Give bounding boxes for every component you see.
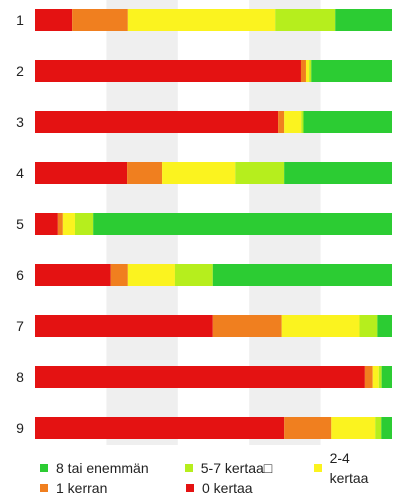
category-label: 4 [16,165,24,181]
bar-segment [35,264,111,286]
legend-label: 1 kerran [56,480,108,496]
bar-segment [35,60,301,82]
legend-swatch [184,464,193,472]
bar-segment [309,60,312,82]
legend-label: 8 tai enemmän [56,460,149,476]
bar-segment [305,60,310,82]
legend-swatch [186,484,194,492]
bar-segment [335,9,392,31]
legend-label: 5-7 kertaa□ [200,460,273,476]
bar-segment [57,213,63,235]
category-label: 1 [16,12,24,28]
bar-segment [212,315,282,337]
bar-segment [284,111,302,133]
category-label: 3 [16,114,24,130]
bar-segment [235,162,285,184]
legend-label: 0 kertaa [202,480,253,496]
bar-segment [364,366,373,388]
bar-segment [301,111,304,133]
legend-item-2-4-kertaa: 2-4 kertaa [313,448,392,488]
legend-row-2: 1 kerran 0 kertaa [40,478,392,498]
bar-segment [275,9,336,31]
stacked-bar-chart: 1 2 3 4 5 6 7 8 9 [16,0,392,445]
bar-segment [35,366,365,388]
bar-segment [127,162,163,184]
bar-segment [35,213,58,235]
bar-segment [110,264,128,286]
bar-segment [331,417,376,439]
bar-segment [93,213,392,235]
category-label: 8 [16,369,24,385]
legend: 8 tai enemmän 5-7 kertaa□ 2-4 kertaa 1 k… [40,450,392,498]
bar-segment [378,366,382,388]
legend-item-1-kerran: 1 kerran [40,478,186,498]
bar-segment [72,9,128,31]
category-label: 5 [16,216,24,232]
bar-segment [381,417,392,439]
bar-segment [300,60,306,82]
category-label: 6 [16,267,24,283]
bar-segment [311,60,392,82]
legend-item-0-kertaa: 0 kertaa [186,478,253,498]
bar-segment [35,111,279,133]
category-labels: 1 2 3 4 5 6 7 8 9 [16,12,24,436]
bar-segment [35,162,128,184]
bar-segment [375,417,382,439]
legend-item-5-7-kertaa: 5-7 kertaa□ [184,458,314,478]
bar-segment [372,366,379,388]
bar-segment [359,315,378,337]
legend-label: 2-4 kertaa [329,450,369,486]
bar-segment [62,213,75,235]
bars [35,9,392,439]
bar-segment [174,264,213,286]
bar-segment [162,162,236,184]
category-label: 2 [16,63,24,79]
bar-segment [377,315,392,337]
bar-segment [74,213,94,235]
bar-segment [35,9,73,31]
bar-segment [127,9,276,31]
bar-segment [281,315,360,337]
bar-segment [381,366,392,388]
bar-segment [35,315,213,337]
legend-swatch [40,464,48,472]
category-label: 7 [16,318,24,334]
category-label: 9 [16,420,24,436]
bar-segment [212,264,392,286]
legend-item-8-tai-enemman: 8 tai enemmän [40,458,185,478]
bar-segment [284,162,392,184]
bar-segment [35,417,285,439]
bar-segment [284,417,332,439]
legend-swatch [313,464,322,472]
bar-segment [127,264,175,286]
legend-row-1: 8 tai enemmän 5-7 kertaa□ 2-4 kertaa [40,450,392,486]
bar-segment [303,111,392,133]
legend-swatch [40,484,48,492]
bar-segment [278,111,285,133]
